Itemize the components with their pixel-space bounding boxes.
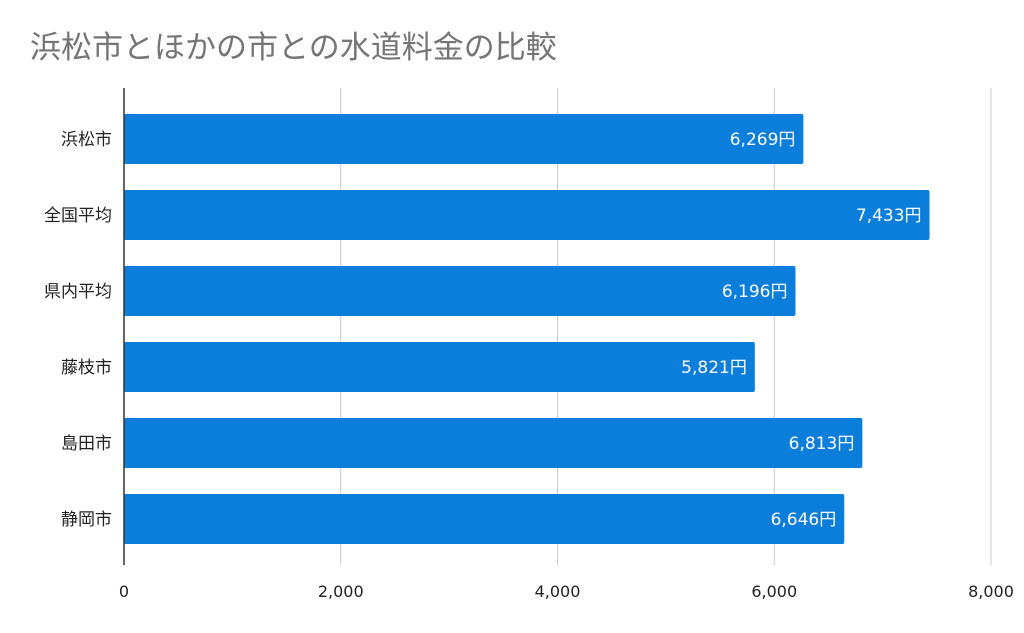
category-label: 県内平均 [44, 282, 112, 302]
data-label: 6,646円 [771, 510, 837, 530]
category-label: 浜松市 [61, 130, 112, 150]
bar [124, 190, 930, 240]
data-label: 5,821円 [681, 358, 747, 378]
bar [124, 494, 845, 544]
category-label: 全国平均 [44, 206, 112, 226]
bars: 6,269円 7,433円 6,196円 5,821円 6,813円 6,646円 [124, 114, 930, 544]
gridlines [340, 88, 992, 565]
x-tick-label: 0 [119, 582, 129, 601]
bar [124, 342, 755, 392]
category-label: 島田市 [61, 434, 112, 454]
x-tick-label: 4,000 [535, 582, 581, 601]
data-label: 7,433円 [856, 206, 922, 226]
category-label: 藤枝市 [61, 358, 112, 378]
x-tick-label: 6,000 [751, 582, 797, 601]
category-label: 静岡市 [61, 510, 112, 530]
data-label: 6,269円 [730, 130, 796, 150]
x-axis-ticks: 0 2,000 4,000 6,000 8,000 [119, 582, 1014, 601]
bar [124, 266, 796, 316]
bar [124, 418, 863, 468]
data-label: 6,196円 [722, 282, 788, 302]
bar [124, 114, 804, 164]
x-tick-label: 8,000 [968, 582, 1014, 601]
data-label: 6,813円 [789, 434, 855, 454]
x-tick-label: 2,000 [318, 582, 364, 601]
chart-title: 浜松市とほかの市との水道料金の比較 [30, 30, 557, 66]
